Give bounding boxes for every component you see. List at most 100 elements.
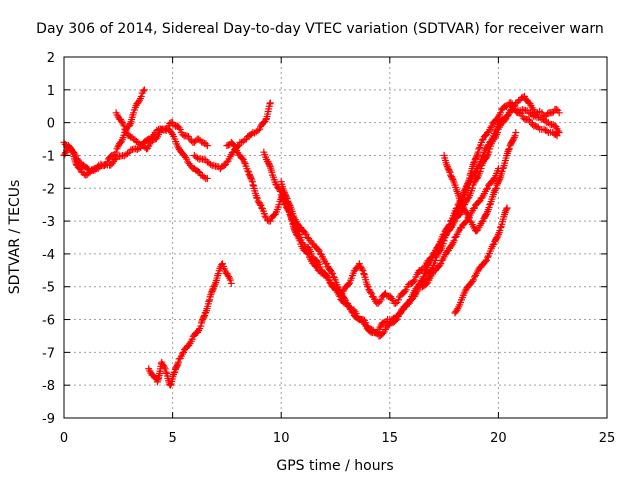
data-point bbox=[484, 253, 492, 261]
data-point bbox=[436, 261, 444, 269]
series-track-2 bbox=[60, 125, 211, 182]
data-point bbox=[493, 234, 501, 242]
data-point bbox=[453, 204, 461, 212]
data-point bbox=[506, 142, 514, 150]
data-point bbox=[161, 365, 169, 373]
data-point bbox=[458, 201, 466, 209]
data-point bbox=[174, 360, 182, 368]
data-point bbox=[465, 214, 473, 222]
data-point bbox=[482, 185, 490, 193]
data-point bbox=[358, 265, 366, 273]
data-point bbox=[377, 296, 385, 304]
data-point bbox=[71, 150, 79, 158]
data-point bbox=[265, 161, 273, 169]
data-point bbox=[379, 329, 387, 337]
data-point bbox=[176, 126, 184, 134]
series-track-3 bbox=[112, 109, 211, 153]
data-point bbox=[367, 288, 375, 296]
data-point bbox=[405, 297, 413, 305]
data-point bbox=[175, 124, 183, 132]
data-point bbox=[202, 140, 210, 148]
data-point bbox=[340, 295, 348, 303]
data-point bbox=[472, 153, 480, 161]
data-point bbox=[446, 220, 454, 228]
data-point bbox=[256, 200, 264, 208]
data-point bbox=[402, 286, 410, 294]
data-point bbox=[555, 109, 563, 117]
data-point bbox=[541, 117, 549, 125]
y-tick-label: -2 bbox=[42, 182, 55, 197]
data-point bbox=[475, 198, 483, 206]
data-point bbox=[238, 154, 246, 162]
y-tick-label: -4 bbox=[42, 248, 55, 263]
series-track-10 bbox=[451, 204, 511, 317]
data-point bbox=[200, 173, 208, 181]
data-point bbox=[469, 276, 477, 284]
data-point bbox=[120, 122, 128, 130]
data-point bbox=[494, 232, 502, 240]
data-point bbox=[198, 317, 206, 325]
data-point bbox=[96, 163, 104, 171]
data-point bbox=[62, 149, 70, 157]
data-point bbox=[359, 267, 367, 275]
data-point bbox=[471, 273, 479, 281]
data-point bbox=[289, 219, 297, 227]
data-point bbox=[83, 164, 91, 172]
data-point bbox=[174, 358, 182, 366]
data-point bbox=[465, 179, 473, 187]
data-point bbox=[249, 181, 257, 189]
data-point bbox=[203, 174, 211, 182]
data-point bbox=[433, 247, 441, 255]
data-point bbox=[505, 146, 513, 154]
data-point bbox=[452, 205, 460, 213]
data-point bbox=[225, 273, 233, 281]
data-point bbox=[226, 276, 234, 284]
data-point bbox=[495, 177, 503, 185]
data-point bbox=[474, 148, 482, 156]
data-point bbox=[209, 286, 217, 294]
data-point bbox=[392, 299, 400, 307]
data-point bbox=[302, 230, 310, 238]
data-point bbox=[137, 92, 145, 100]
y-tick-label: -8 bbox=[42, 379, 55, 394]
data-point bbox=[452, 186, 460, 194]
x-tick-label: 20 bbox=[490, 431, 507, 446]
y-tick-label: -1 bbox=[42, 149, 55, 164]
data-point bbox=[124, 149, 132, 157]
data-point bbox=[445, 167, 453, 175]
y-tick-label: -9 bbox=[42, 412, 55, 427]
data-point bbox=[328, 270, 336, 278]
data-point bbox=[166, 381, 174, 389]
data-point bbox=[511, 132, 519, 140]
data-point bbox=[275, 201, 283, 209]
data-point bbox=[528, 111, 536, 119]
data-point bbox=[315, 247, 323, 255]
data-point bbox=[420, 273, 428, 281]
data-point bbox=[335, 285, 343, 293]
data-point bbox=[408, 293, 416, 301]
series-track-8 bbox=[418, 165, 502, 291]
data-point bbox=[552, 131, 560, 139]
data-point bbox=[492, 185, 500, 193]
data-point bbox=[471, 168, 479, 176]
y-tick-label: -5 bbox=[42, 281, 55, 296]
data-point bbox=[348, 308, 356, 316]
data-point bbox=[227, 279, 235, 287]
x-tick-label: 0 bbox=[60, 431, 68, 446]
data-point bbox=[486, 201, 494, 209]
data-point bbox=[146, 140, 154, 148]
data-point bbox=[210, 282, 218, 290]
data-point bbox=[484, 184, 492, 192]
data-point bbox=[466, 178, 474, 186]
data-point bbox=[497, 224, 505, 232]
data-point bbox=[126, 121, 134, 129]
data-point bbox=[275, 186, 283, 194]
x-axis-label: GPS time / hours bbox=[276, 458, 393, 474]
data-point bbox=[314, 246, 322, 254]
data-point bbox=[445, 222, 453, 230]
data-point bbox=[301, 229, 309, 237]
data-point bbox=[261, 212, 269, 220]
data-point bbox=[481, 258, 489, 266]
data-point bbox=[72, 152, 80, 160]
